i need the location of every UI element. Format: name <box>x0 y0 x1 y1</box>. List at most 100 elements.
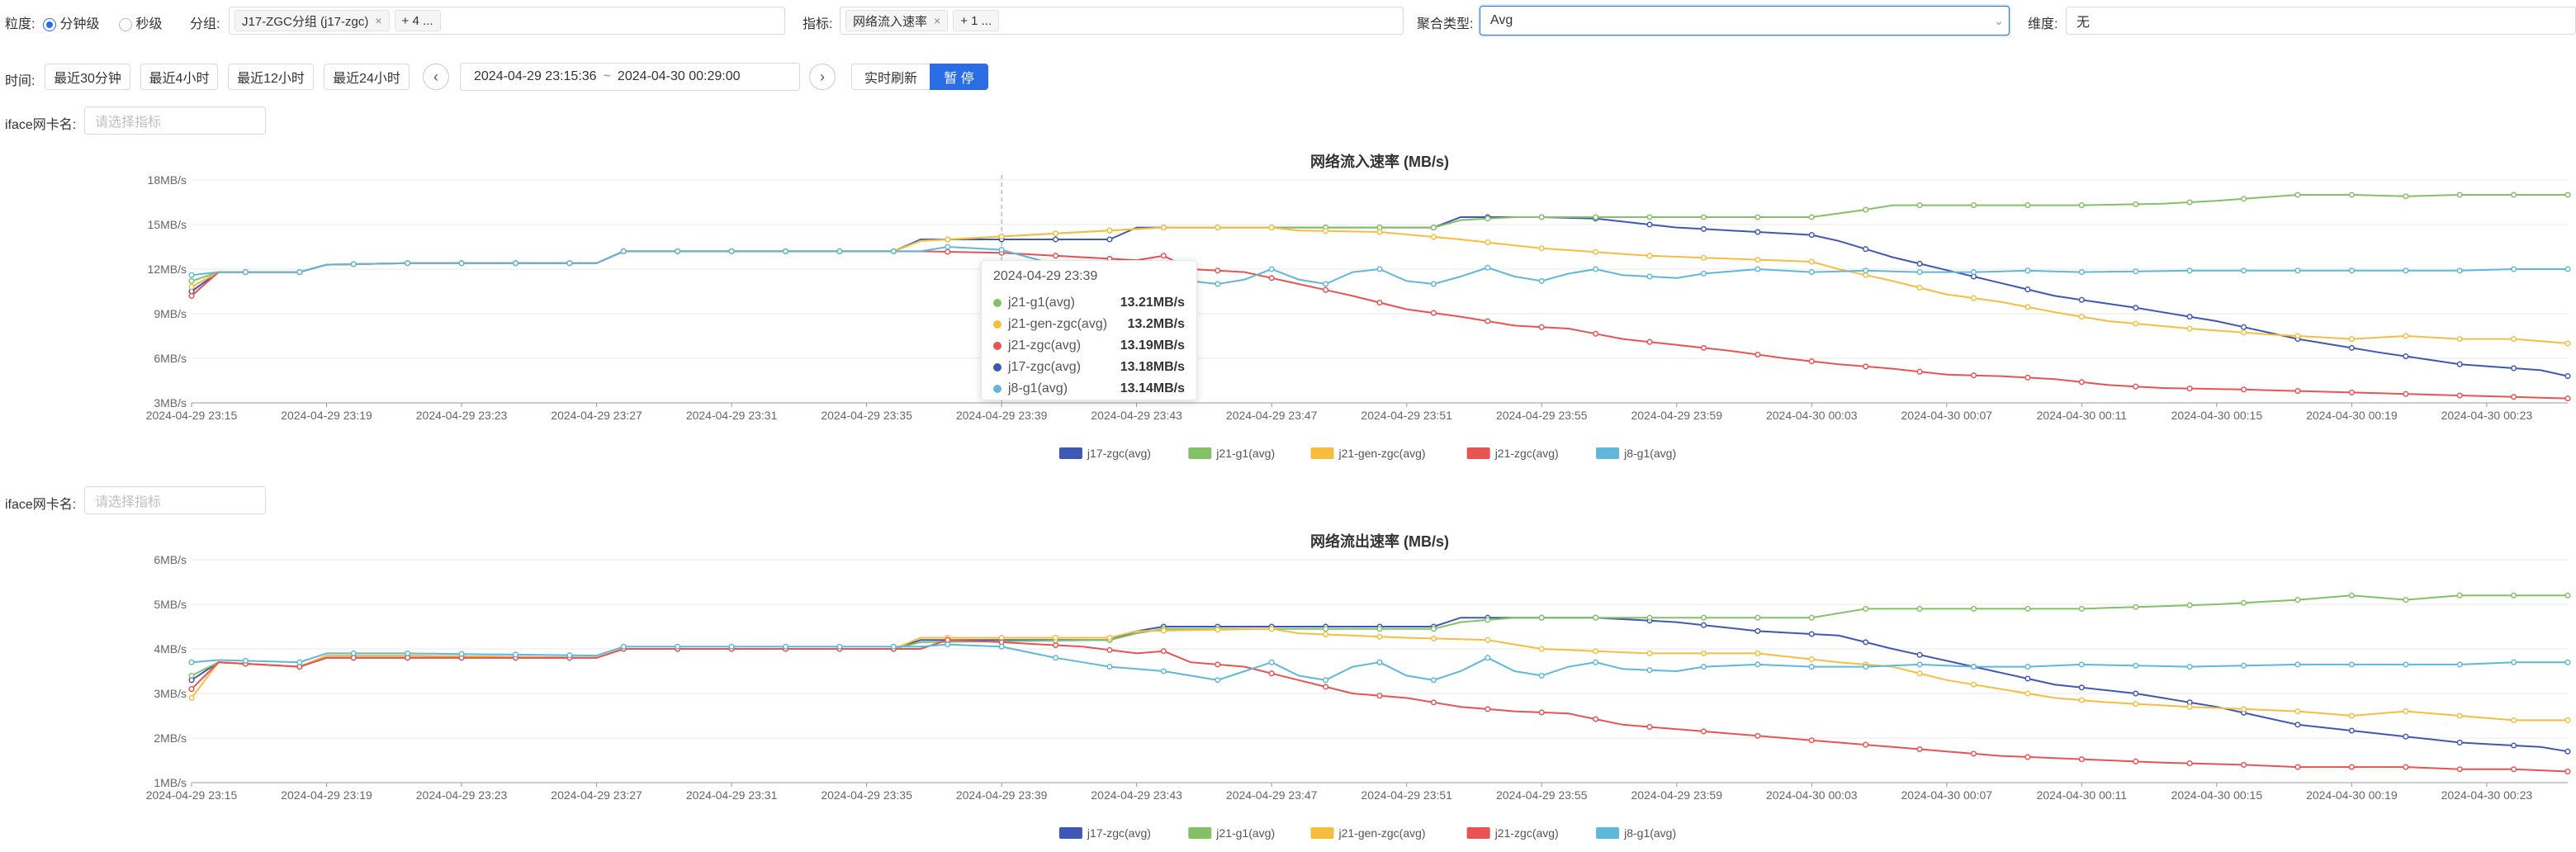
x-tick-label: 2024-04-29 23:47 <box>1226 409 1318 422</box>
data-point <box>1916 651 1923 658</box>
iface-select-2[interactable]: 请选择指标 <box>84 486 266 514</box>
legend-item[interactable]: j21-gen-zgc(avg) <box>1310 447 1426 460</box>
data-point <box>2511 592 2517 599</box>
tooltip-series-value: 13.21MB/s <box>1120 296 1185 310</box>
x-tick-label: 2024-04-29 23:15 <box>146 788 238 802</box>
data-point <box>1863 664 1869 670</box>
group-tag[interactable]: J17-ZGC分组 (j17-zgc) × <box>234 10 390 31</box>
data-point <box>1215 281 1221 287</box>
data-point <box>945 244 951 250</box>
data-point <box>566 260 573 267</box>
metric-more-tag[interactable]: + 1 ... <box>953 10 1000 31</box>
data-point <box>2348 344 2355 351</box>
data-point <box>1485 706 1491 712</box>
tooltip-series-name: j21-g1(avg) <box>1008 296 1075 310</box>
data-point <box>1646 273 1653 280</box>
chevron-left-icon[interactable]: ‹ <box>423 64 449 90</box>
data-point <box>2564 592 2571 599</box>
data-point <box>2511 394 2517 400</box>
group-more-tag[interactable]: + 4 ... <box>394 10 441 31</box>
data-point <box>1376 659 1383 665</box>
data-point <box>2186 386 2193 392</box>
legend-swatch <box>1310 827 1334 839</box>
legend-item[interactable]: j17-zgc(avg) <box>1058 826 1151 840</box>
realtime-refresh-button[interactable]: 实时刷新 <box>851 64 930 90</box>
legend-item[interactable]: j8-g1(avg) <box>1596 447 1676 460</box>
group-select[interactable]: J17-ZGC分组 (j17-zgc) × + 4 ... <box>229 7 785 35</box>
data-point <box>2078 296 2085 303</box>
inbound-rate-chart[interactable]: 网络流入速率 (MB/s) 3MB/s 6MB/s 9MB/s 12MB/s 15MB/s… <box>0 140 2576 471</box>
quick-12h-button[interactable]: 最近12小时 <box>228 64 314 90</box>
data-point <box>188 292 195 299</box>
data-point <box>2133 383 2139 390</box>
data-point <box>2403 708 2409 715</box>
data-point <box>2133 320 2139 327</box>
data-point <box>1863 246 1869 253</box>
data-point <box>2456 267 2463 274</box>
data-point <box>2348 389 2355 395</box>
outbound-rate-chart[interactable]: 网络流出速率 (MB/s) 1MB/s 2MB/s 3MB/s 4MB/s 5MB/s 6M… <box>0 520 2576 850</box>
legend-item[interactable]: j21-g1(avg) <box>1188 447 1275 460</box>
agg-label: 聚合类型: <box>1417 17 1474 31</box>
data-point <box>1323 684 1329 690</box>
data-point <box>2456 766 2463 773</box>
quick-24h-button[interactable]: 最近24小时 <box>324 64 410 90</box>
metric-select[interactable]: 网络流入速率 × + 1 ... <box>840 7 1404 35</box>
quick-30min-button[interactable]: 最近30分钟 <box>45 64 130 90</box>
quick-4h-button[interactable]: 最近4小时 <box>140 64 218 90</box>
data-point <box>2078 269 2085 276</box>
data-point <box>1323 631 1329 637</box>
time-range-picker[interactable]: 2024-04-29 23:15:36 ~ 2024-04-30 00:29:0… <box>460 63 800 91</box>
pause-button[interactable]: 暂 停 <box>930 64 988 90</box>
data-point <box>1052 253 1059 259</box>
data-point <box>1754 257 1761 263</box>
data-point <box>1916 661 1923 668</box>
data-point <box>945 236 951 243</box>
x-tick-label: 2024-04-30 00:15 <box>2171 788 2263 802</box>
series-line-j8-g1avg <box>191 245 2568 286</box>
legend-item[interactable]: j8-g1(avg) <box>1596 826 1676 840</box>
data-point <box>998 233 1005 239</box>
radio-minute-dot[interactable] <box>43 17 56 31</box>
x-tick-label: 2024-04-29 23:47 <box>1226 788 1318 802</box>
radio-minute[interactable]: 分钟级 <box>43 12 99 32</box>
x-tick-label: 2024-04-29 23:59 <box>1631 788 1722 802</box>
chevron-right-icon[interactable]: › <box>809 64 836 90</box>
agg-select[interactable]: Avg ⌄ <box>1480 6 2010 36</box>
y-tick-label: 6MB/s <box>154 352 187 365</box>
legend-label: j21-zgc(avg) <box>1494 447 1559 460</box>
radio-second[interactable]: 秒级 <box>119 12 162 32</box>
close-icon[interactable]: × <box>934 14 941 27</box>
close-icon[interactable]: × <box>375 14 382 27</box>
legend-item[interactable]: j21-gen-zgc(avg) <box>1310 826 1426 840</box>
tooltip-series-name: j8-g1(avg) <box>1008 381 1068 395</box>
legend-item[interactable]: j21-zgc(avg) <box>1466 826 1559 840</box>
data-point <box>2133 662 2139 669</box>
metric-tag[interactable]: 网络流入速率 × <box>845 10 949 31</box>
data-point <box>1700 344 1707 351</box>
data-point <box>1970 202 1977 209</box>
data-point <box>2348 661 2355 668</box>
data-point <box>1052 641 1059 649</box>
dim-select[interactable]: 无 <box>2066 7 2576 35</box>
data-point <box>1646 650 1653 656</box>
data-point <box>2294 764 2301 770</box>
data-point <box>1268 659 1275 665</box>
data-point <box>2186 267 2193 274</box>
legend-item[interactable]: j21-g1(avg) <box>1188 826 1275 840</box>
data-point <box>1430 677 1437 684</box>
data-point <box>1485 655 1491 661</box>
data-point <box>2186 199 2193 206</box>
y-tick-label: 12MB/s <box>148 263 187 276</box>
legend-item[interactable]: j21-zgc(avg) <box>1466 447 1559 460</box>
legend-swatch <box>1596 827 1620 839</box>
radio-second-dot[interactable] <box>119 17 132 31</box>
legend-swatch <box>1596 447 1620 459</box>
iface-select-1[interactable]: 请选择指标 <box>84 106 266 135</box>
legend-item[interactable]: j17-zgc(avg) <box>1058 447 1151 460</box>
data-point <box>1970 295 1977 301</box>
data-point <box>1160 627 1167 634</box>
data-point <box>1485 239 1491 246</box>
x-tick-label: 2024-04-29 23:51 <box>1361 788 1452 802</box>
legend-swatch <box>1058 447 1082 459</box>
